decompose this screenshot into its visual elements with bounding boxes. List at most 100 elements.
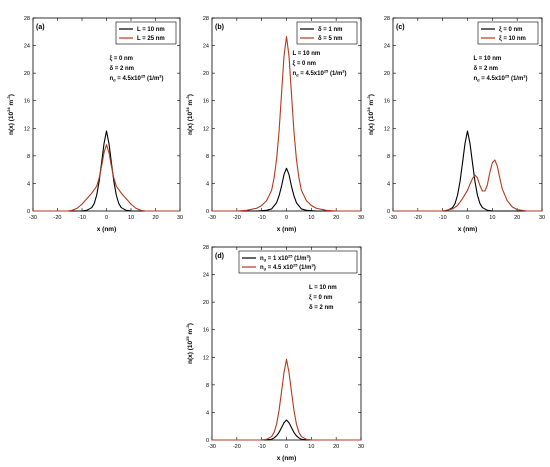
series-line-0 [33, 130, 180, 212]
legend-unit: (1/m [297, 265, 311, 271]
y-tick-label: 12 [24, 126, 30, 132]
annotation: nd = 4.5x1025 (1/m3) [293, 69, 347, 78]
legend-sup: 25 [293, 263, 298, 268]
legend-n: n [260, 265, 264, 271]
ann-mid: = 4.5x10 [116, 76, 142, 82]
ann-tail: (1/m [509, 76, 523, 82]
ann-end: ) [526, 76, 528, 82]
y-label-end: ) [368, 94, 375, 96]
legend-n: n [260, 256, 264, 262]
plot-frame [211, 246, 362, 441]
legend-val: = 4.5 x10 [266, 265, 294, 271]
legend-entry: ξ = 0 nm [499, 27, 523, 33]
x-tick-label: -30 [389, 215, 397, 221]
y-label-mid: m [187, 329, 194, 337]
y-axis-label: n(x) (1024 m-3) [366, 94, 375, 135]
y-label-mid: m [368, 100, 375, 108]
x-tick-label: 0 [105, 215, 108, 221]
y-label-mid: m [187, 100, 194, 108]
panel-d: -30 -20 -10 0 10 20 30 0 4 8 12 16 20 24 28 x (nm) n(x) … [185, 245, 364, 462]
y-label-sup: 24 [366, 107, 371, 112]
y-tick-label: 16 [384, 99, 390, 105]
y-tick-label: 24 [24, 44, 30, 50]
legend-box [238, 250, 358, 274]
annotation: δ = 2 nm [309, 305, 333, 311]
panel-a: -30 -20 -10 0 10 20 30 0 4 8 12 16 20 24 28 x (nm) n(x) … [6, 16, 183, 233]
ann-mid: = 4.5x10 [299, 71, 325, 77]
y-tick-label: 20 [203, 300, 209, 306]
annotation: L = 10 nm [309, 285, 337, 291]
y-tick-label: 28 [24, 16, 30, 22]
x-tick-label: 30 [358, 215, 364, 221]
ann-sub: d [477, 78, 480, 83]
ann-end: ) [345, 71, 347, 77]
annotation: ξ = 0 nm [309, 295, 333, 301]
y-label-sup: 24 [6, 107, 11, 112]
y-tick-label: 24 [203, 273, 209, 279]
legend-sup2: 3 [311, 263, 314, 268]
x-tick-label: -20 [414, 215, 422, 221]
y-tick-label: 0 [387, 209, 390, 215]
y-tick-label: 16 [203, 99, 209, 105]
panel-label: (d) [215, 253, 224, 260]
x-axis-label: x (nm) [458, 226, 478, 233]
y-label-end: ) [187, 323, 194, 325]
series-line-0 [393, 130, 542, 212]
legend-sub: d [264, 267, 267, 272]
y-tick-label: 4 [206, 410, 209, 416]
y-tick-label: 8 [387, 154, 390, 160]
legend-entry: L = 25 nm [137, 36, 165, 42]
ann-mid: = 4.5x10 [480, 76, 506, 82]
plot-frame [392, 17, 543, 212]
x-tick-label: 0 [466, 215, 469, 221]
y-tick-label: 4 [206, 181, 209, 187]
annotation: δ = 2 nm [474, 66, 498, 72]
y-label-sup2: -3 [185, 324, 190, 328]
x-tick-label: 10 [128, 215, 134, 221]
y-label-main: n(x) (10 [187, 111, 194, 135]
y-tick-label: 0 [27, 209, 30, 215]
ann-sup: 25 [324, 69, 329, 74]
panel-label: (b) [215, 24, 224, 31]
legend-unit: (1/m [292, 256, 306, 262]
y-tick-label: 12 [203, 355, 209, 361]
y-tick-label: 20 [24, 71, 30, 77]
annotation: ξ = 0 nm [110, 56, 134, 62]
x-tick-label: -30 [208, 444, 216, 450]
x-tick-label: -20 [233, 444, 241, 450]
series-line-1 [212, 358, 361, 441]
ann-n: n [293, 71, 297, 77]
x-tick-label: -10 [439, 215, 447, 221]
series-line-0 [212, 419, 361, 441]
x-tick-label: 20 [333, 444, 339, 450]
y-label-sup2: -3 [185, 95, 190, 99]
x-tick-label: -30 [208, 215, 216, 221]
ann-tail: (1/m [328, 71, 342, 77]
x-axis-label: x (nm) [277, 226, 297, 233]
y-tick-label: 28 [203, 16, 209, 22]
plot-frame [211, 17, 362, 212]
y-label-main: n(x) (10 [8, 111, 15, 135]
ann-end: ) [162, 76, 164, 82]
legend-val: = 1 x10 [266, 256, 289, 262]
ann-sup2: 3 [342, 69, 345, 74]
y-tick-label: 8 [27, 154, 30, 160]
y-tick-label: 28 [203, 245, 209, 251]
y-label-sup: 25 [185, 336, 190, 341]
ann-n: n [474, 76, 478, 82]
ann-tail: (1/m [145, 76, 159, 82]
y-tick-label: 0 [206, 209, 209, 215]
x-tick-label: -10 [258, 215, 266, 221]
y-label-sup: 24 [185, 107, 190, 112]
y-tick-label: 28 [384, 16, 390, 22]
y-label-end: ) [8, 94, 15, 96]
y-tick-label: 4 [27, 181, 30, 187]
y-label-mid: m [8, 100, 15, 108]
x-tick-label: 10 [489, 215, 495, 221]
series-line-1 [33, 144, 180, 212]
y-tick-label: 8 [206, 383, 209, 389]
legend-sup: 25 [288, 254, 293, 259]
y-tick-label: 4 [387, 181, 390, 187]
y-tick-label: 8 [206, 154, 209, 160]
